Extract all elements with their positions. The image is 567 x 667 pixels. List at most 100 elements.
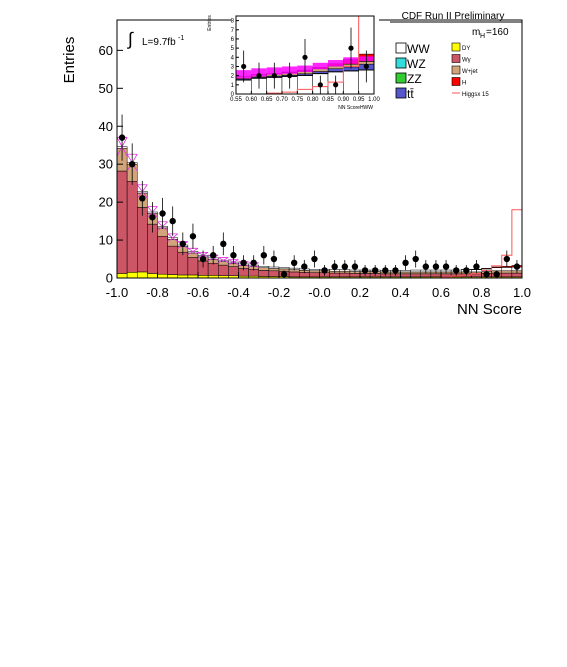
y-tick-label-4: 4 xyxy=(231,55,235,61)
bar-w-17 xyxy=(288,271,300,278)
data-point-27 xyxy=(392,267,399,274)
data-point-4 xyxy=(159,210,166,217)
y-tick-label-3: 3 xyxy=(231,65,235,71)
x-tick-label-5: 0.80 xyxy=(307,97,319,103)
bar-dy-0 xyxy=(116,273,128,279)
bar-w-7 xyxy=(187,257,199,276)
data-point-0 xyxy=(241,63,247,70)
x-tick-label-4: 0.75 xyxy=(291,97,303,103)
bar-w-22 xyxy=(339,272,351,278)
band-bin-6 xyxy=(328,60,344,67)
bar-w-9 xyxy=(207,262,219,276)
bar-dy-3 xyxy=(147,273,158,279)
data-point-4 xyxy=(302,54,308,60)
y-tick-label-5: 5 xyxy=(231,46,235,52)
data-point-1 xyxy=(256,73,262,79)
data-point-26 xyxy=(382,267,389,274)
data-point-25 xyxy=(371,267,379,274)
data-point-14 xyxy=(260,252,268,259)
plot-frame xyxy=(235,15,375,95)
legend-swatch-dy xyxy=(451,42,461,52)
bar-w-31 xyxy=(430,273,442,278)
bar-w-jet-38 xyxy=(501,270,513,274)
data-point-9 xyxy=(209,252,217,259)
bar-w-32 xyxy=(440,273,452,278)
data-point-23 xyxy=(351,263,359,270)
y-tick-label-4: 40 xyxy=(99,119,113,134)
bar-ww-7 xyxy=(343,70,359,95)
data-point-32 xyxy=(442,263,450,270)
legend-swatch-h xyxy=(451,77,461,86)
x-tick-label-1: 0.60 xyxy=(245,97,257,103)
y-tick-label-2: 2 xyxy=(231,74,235,80)
bar-dy-1 xyxy=(126,272,138,279)
legend-label-zz: ZZ xyxy=(407,72,422,86)
bar-dy-5 xyxy=(167,274,178,279)
y-tick-label-8: 8 xyxy=(231,19,235,25)
x-tick-label-3: 0.70 xyxy=(276,97,288,103)
bar-w-jet-14 xyxy=(258,267,270,271)
bar-w-30 xyxy=(420,273,432,278)
data-point-5 xyxy=(317,82,323,88)
bar-dy-2 xyxy=(137,271,148,279)
legend-label-wz: WZ xyxy=(407,57,426,71)
y-tick-label-1: 10 xyxy=(99,233,113,248)
inset-y-axis-label: Entries xyxy=(207,15,213,31)
bar-w-0 xyxy=(116,170,128,274)
x-tick-label-2: 0.65 xyxy=(261,97,273,103)
data-point-10 xyxy=(220,240,227,248)
x-tick-label-3: -0.4 xyxy=(227,285,249,300)
x-tick-label-7: 0.90 xyxy=(337,97,349,103)
bar-ww-19 xyxy=(309,269,320,272)
data-point-6 xyxy=(179,240,187,248)
y-tick-label-6: 60 xyxy=(99,43,113,58)
mass-label-value: =160 xyxy=(486,27,509,38)
bar-w-39 xyxy=(511,272,523,278)
inset-data-points xyxy=(241,27,369,94)
bar-h-37 xyxy=(491,266,502,269)
integral-symbol: ∫ xyxy=(126,29,134,49)
data-point-12 xyxy=(240,259,247,267)
x-tick-label-2: -0.6 xyxy=(187,285,209,300)
bar-ww-38 xyxy=(501,267,513,272)
data-point-1 xyxy=(128,160,136,168)
x-tick-label-8: 0.95 xyxy=(353,97,365,103)
bar-w-jet-28 xyxy=(400,271,411,275)
data-point-29 xyxy=(412,255,419,263)
data-point-20 xyxy=(321,267,328,274)
bar-ww-4 xyxy=(297,75,313,95)
data-point-33 xyxy=(452,267,460,274)
legend-label-w-jet: W+jet xyxy=(462,69,478,75)
main-stacked-bars xyxy=(116,146,523,279)
y-tick-label-1: 1 xyxy=(231,83,235,89)
main-y-axis-label: Entries xyxy=(61,37,78,84)
inset-plot: 0.55 0.60 0.65 0.70 0.75 0.80 0.85 0.90 0.95 1.00… xyxy=(207,13,380,111)
data-point-22 xyxy=(341,263,349,270)
bar-tt-5 xyxy=(312,71,329,74)
y-tick-label-3: 30 xyxy=(99,157,113,172)
legend-swatch-tt xyxy=(395,87,407,99)
data-point-15 xyxy=(270,255,278,263)
data-point-16 xyxy=(280,271,288,278)
data-point-3 xyxy=(287,73,293,79)
bar-w-jet-19 xyxy=(309,270,320,273)
bar-w-10 xyxy=(218,264,229,276)
y-tick-label-7: 7 xyxy=(231,28,235,34)
data-point-37 xyxy=(493,271,500,278)
bar-ww-14 xyxy=(258,265,270,269)
legend-label-w: Wγ xyxy=(462,58,471,64)
inset-axes: 0.55 0.60 0.65 0.70 0.75 0.80 0.85 0.90 0.95 1.00… xyxy=(230,15,380,103)
bar-w-11 xyxy=(228,266,239,276)
data-point-30 xyxy=(422,263,430,270)
main-data-points xyxy=(118,114,521,278)
legend-label-ww: WW xyxy=(407,42,430,56)
bar-w-38 xyxy=(501,272,513,278)
x-tick-label-8: 0.6 xyxy=(432,285,450,300)
data-point-31 xyxy=(432,263,440,270)
chart-title: CDF Run II Preliminary xyxy=(402,11,505,22)
data-point-7 xyxy=(348,45,354,51)
bar-w-jet-29 xyxy=(410,271,421,275)
bar-w-4 xyxy=(157,236,168,275)
bar-w-6 xyxy=(177,251,189,276)
legend-label-dy: DY xyxy=(462,46,470,52)
